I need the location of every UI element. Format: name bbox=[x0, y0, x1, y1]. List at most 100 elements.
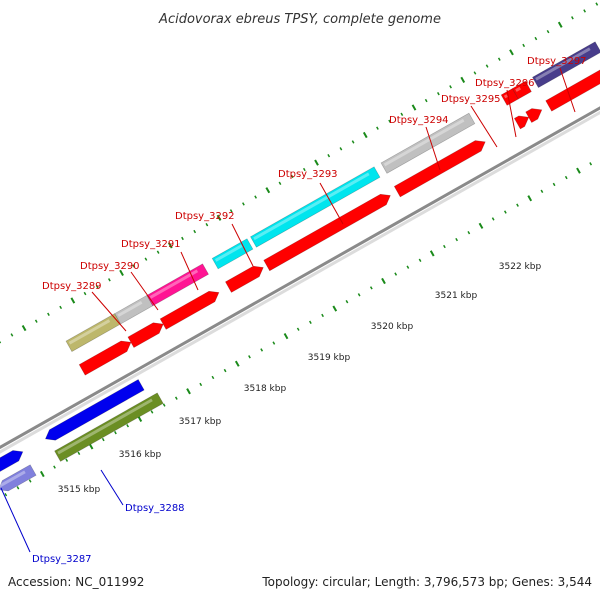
feature-bar bbox=[54, 392, 164, 462]
leader-line bbox=[319, 182, 344, 225]
tick-mark bbox=[216, 214, 222, 221]
tick-mark bbox=[429, 250, 435, 257]
tick-mark bbox=[211, 375, 215, 380]
tick-mark bbox=[557, 21, 563, 28]
tick-mark bbox=[174, 396, 178, 400]
gene-label: Dtpsy_3290 bbox=[80, 261, 140, 272]
cds-arrow-forward bbox=[514, 115, 530, 130]
tick-mark bbox=[137, 415, 143, 422]
tick-mark bbox=[70, 297, 76, 304]
tick-mark bbox=[332, 305, 338, 312]
tick-mark bbox=[339, 147, 343, 151]
tick-mark bbox=[88, 443, 94, 450]
tick-mark bbox=[478, 222, 484, 229]
scale-label: 3515 kbp bbox=[58, 485, 101, 495]
tick-mark bbox=[564, 175, 568, 180]
gene-label: Dtpsy_3296 bbox=[475, 78, 535, 89]
tick-mark bbox=[357, 293, 361, 297]
leader-line bbox=[425, 126, 441, 171]
scale-label: 3522 kbp bbox=[499, 262, 542, 272]
leader-line bbox=[180, 251, 199, 291]
cds-arrow-forward bbox=[263, 193, 391, 272]
tick-mark bbox=[260, 348, 264, 352]
tick-mark bbox=[283, 333, 289, 340]
tick-mark bbox=[47, 312, 50, 316]
tick-mark bbox=[21, 324, 27, 332]
scale-label: 3519 kbp bbox=[308, 353, 351, 363]
cds-arrow-forward bbox=[545, 68, 600, 112]
tick-mark bbox=[467, 231, 471, 235]
tick-mark bbox=[497, 57, 501, 61]
tick-mark bbox=[321, 313, 324, 318]
tick-mark bbox=[571, 16, 574, 20]
backbone-line-upper bbox=[0, 72, 600, 470]
tick-mark bbox=[351, 140, 355, 144]
tick-mark bbox=[39, 470, 45, 478]
tick-mark bbox=[455, 237, 459, 242]
tick-mark bbox=[503, 210, 507, 214]
tick-mark bbox=[132, 264, 136, 268]
tick-mark bbox=[186, 388, 191, 395]
tick-mark bbox=[314, 159, 319, 166]
tick-mark bbox=[167, 242, 173, 249]
tick-mark bbox=[369, 286, 373, 290]
tick-mark bbox=[77, 451, 81, 456]
leader-line bbox=[506, 89, 517, 138]
tick-mark bbox=[436, 91, 440, 96]
tick-mark bbox=[193, 229, 197, 234]
tick-mark bbox=[376, 126, 379, 130]
tick-mark bbox=[242, 202, 245, 206]
cds-arrows bbox=[0, 68, 600, 482]
tick-mark bbox=[527, 195, 533, 202]
tick-mark bbox=[400, 112, 404, 117]
feature-bar-highlight bbox=[149, 269, 199, 299]
tick-mark bbox=[290, 174, 294, 179]
tick-mark bbox=[406, 265, 410, 269]
leader-line bbox=[231, 223, 254, 267]
tick-mark bbox=[460, 76, 466, 83]
tick-mark bbox=[309, 320, 312, 325]
tick-mark bbox=[345, 299, 349, 304]
tick-mark bbox=[272, 341, 276, 345]
gene-label: Dtpsy_3297 bbox=[527, 56, 587, 67]
tick-mark bbox=[583, 9, 586, 13]
tick-mark bbox=[156, 250, 160, 254]
feature-bar bbox=[250, 166, 381, 248]
topology-text: Topology: circular; Length: 3,796,573 bp… bbox=[262, 575, 592, 589]
cds-arrow-reverse bbox=[45, 379, 145, 441]
tick-mark bbox=[234, 360, 240, 367]
tick-mark bbox=[411, 104, 417, 111]
cds-arrow-forward bbox=[78, 340, 132, 376]
scale-label: 3518 kbp bbox=[244, 384, 287, 394]
tick-mark bbox=[34, 319, 38, 323]
tick-mark bbox=[418, 258, 422, 262]
tick-mark bbox=[534, 36, 538, 41]
tick-mark bbox=[83, 291, 87, 296]
feature-bar-highlight bbox=[535, 47, 591, 81]
tick-mark bbox=[59, 305, 63, 310]
gene-label: Dtpsy_3289 bbox=[42, 281, 102, 292]
tick-mark bbox=[16, 486, 20, 490]
tick-mark bbox=[485, 64, 489, 68]
leader-line bbox=[100, 469, 124, 506]
tick-mark bbox=[199, 382, 203, 387]
cds-track bbox=[0, 68, 600, 482]
leader-line bbox=[91, 291, 127, 332]
tick-mark bbox=[114, 430, 117, 435]
tick-mark bbox=[205, 222, 209, 227]
feature-bar-highlight bbox=[383, 118, 465, 167]
tick-mark bbox=[509, 49, 514, 56]
gene-label: Dtpsy_3287 bbox=[32, 554, 92, 565]
tick-mark bbox=[95, 285, 99, 289]
feature-track bbox=[0, 41, 600, 492]
tick-mark bbox=[424, 98, 428, 103]
scale-label: 3520 kbp bbox=[371, 322, 414, 332]
feature-bar bbox=[532, 41, 600, 89]
map-title: Acidovorax ebreus TPSY, complete genome bbox=[158, 12, 441, 27]
feature-bar-highlight bbox=[57, 398, 153, 455]
feature-bar-highlight bbox=[214, 244, 243, 262]
tick-mark bbox=[223, 368, 227, 373]
tick-mark bbox=[181, 236, 184, 241]
tick-mark bbox=[229, 209, 233, 213]
